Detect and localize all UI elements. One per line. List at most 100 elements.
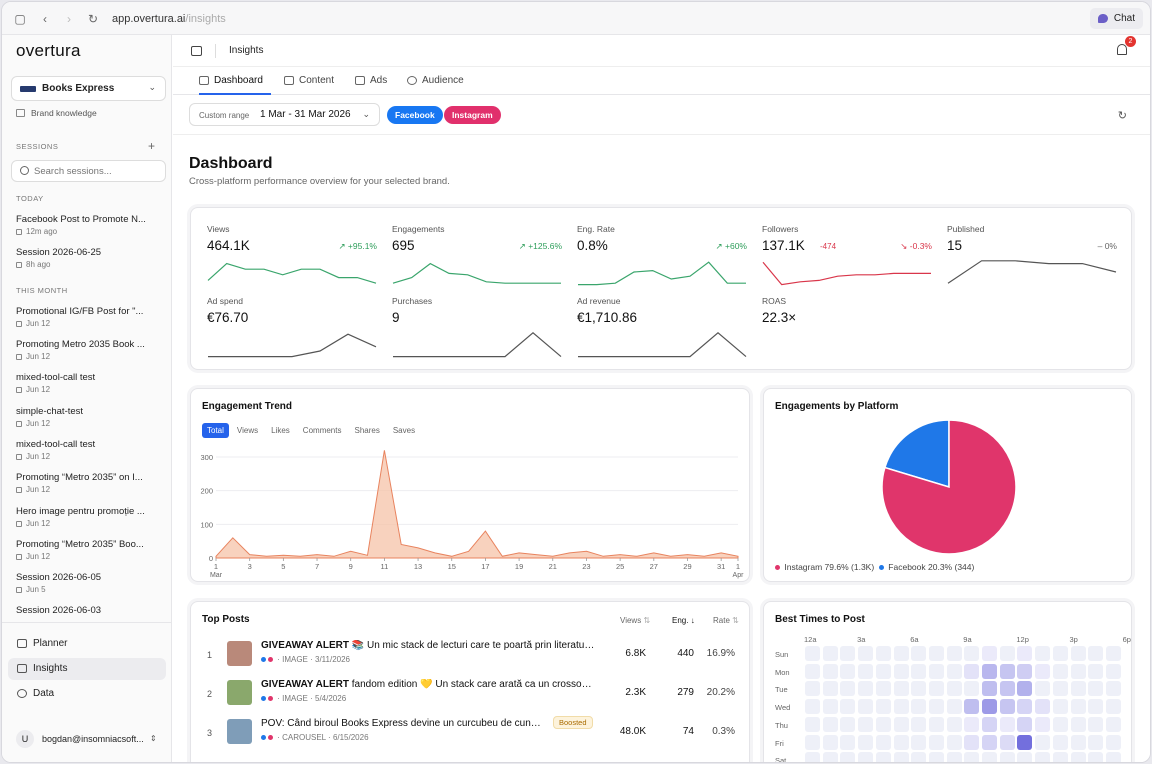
heatmap-cell[interactable] <box>858 699 874 715</box>
heatmap-cell[interactable] <box>840 663 856 679</box>
heatmap-cell[interactable] <box>946 716 962 732</box>
address-bar[interactable]: app.overtura.ai/insights <box>112 13 226 25</box>
heatmap-cell[interactable] <box>805 663 820 679</box>
heatmap-cell[interactable] <box>999 681 1015 697</box>
session-item[interactable]: Promoting Metro 2035 Book ... Jun 12 <box>16 339 161 361</box>
heatmap-cell[interactable] <box>875 663 891 679</box>
heatmap-cell[interactable] <box>964 681 980 697</box>
session-item[interactable]: Session 2026-06-05 Jun 5 <box>16 572 161 594</box>
heatmap-cell[interactable] <box>982 734 997 750</box>
heatmap-cell[interactable] <box>964 734 980 750</box>
heatmap-cell[interactable] <box>1105 681 1121 697</box>
back-icon[interactable]: ‹ <box>43 12 47 26</box>
heatmap-cell[interactable] <box>1088 752 1104 762</box>
heatmap-cell[interactable] <box>946 699 962 715</box>
date-range-select[interactable]: Custom range 1 Mar - 31 Mar 2026 ⌄ <box>189 103 380 126</box>
heatmap-cell[interactable] <box>1070 646 1086 661</box>
heatmap-cell[interactable] <box>893 646 909 661</box>
table-row[interactable]: 1 GIVEAWAY ALERT 📚 Un mic stack de lectur… <box>191 638 749 675</box>
heatmap-cell[interactable] <box>1105 716 1121 732</box>
heatmap-cell[interactable] <box>928 663 944 679</box>
subtab-total[interactable]: Total <box>202 423 229 438</box>
heatmap-cell[interactable] <box>1105 752 1121 762</box>
heatmap-cell[interactable] <box>805 699 820 715</box>
heatmap-cell[interactable] <box>893 734 909 750</box>
heatmap-cell[interactable] <box>928 646 944 661</box>
heatmap-cell[interactable] <box>1070 752 1086 762</box>
heatmap-cell[interactable] <box>1088 681 1104 697</box>
heatmap-cell[interactable] <box>999 716 1015 732</box>
heatmap-cell[interactable] <box>1105 699 1121 715</box>
heatmap-cell[interactable] <box>1088 734 1104 750</box>
heatmap-cell[interactable] <box>928 734 944 750</box>
col-rate-header[interactable]: Rate ⇅ <box>713 616 739 625</box>
session-search[interactable] <box>11 160 166 182</box>
heatmap-cell[interactable] <box>1070 716 1086 732</box>
heatmap-cell[interactable] <box>964 663 980 679</box>
col-views-header[interactable]: Views ⇅ <box>620 616 650 625</box>
heatmap-cell[interactable] <box>893 663 909 679</box>
heatmap-cell[interactable] <box>1052 646 1068 661</box>
heatmap-cell[interactable] <box>875 716 891 732</box>
heatmap-cell[interactable] <box>805 681 820 697</box>
col-eng-header[interactable]: Eng. ↓ <box>672 616 695 625</box>
heatmap-cell[interactable] <box>858 646 874 661</box>
heatmap-cell[interactable] <box>1088 699 1104 715</box>
heatmap-cell[interactable] <box>840 752 856 762</box>
heatmap-cell[interactable] <box>1035 699 1051 715</box>
heatmap-cell[interactable] <box>928 716 944 732</box>
brand-selector[interactable]: Books Express ⌄ <box>11 76 166 101</box>
heatmap-cell[interactable] <box>858 681 874 697</box>
heatmap-cell[interactable] <box>1017 663 1033 679</box>
heatmap-cell[interactable] <box>858 716 874 732</box>
session-item[interactable]: Promotional IG/FB Post for "... Jun 12 <box>16 306 161 328</box>
heatmap-cell[interactable] <box>982 681 997 697</box>
heatmap-cell[interactable] <box>1035 663 1051 679</box>
heatmap-cell[interactable] <box>911 699 927 715</box>
pie-slice-facebook[interactable] <box>883 419 950 489</box>
heatmap-cell[interactable] <box>999 646 1015 661</box>
nav-data[interactable]: Data <box>8 683 166 705</box>
heatmap-cell[interactable] <box>911 646 927 661</box>
heatmap-cell[interactable] <box>840 734 856 750</box>
heatmap-cell[interactable] <box>893 716 909 732</box>
heatmap-cell[interactable] <box>946 663 962 679</box>
heatmap-cell[interactable] <box>1070 681 1086 697</box>
heatmap-cell[interactable] <box>1070 699 1086 715</box>
heatmap-cell[interactable] <box>911 734 927 750</box>
session-item[interactable]: Promoting “Metro 2035” Boo... Jun 12 <box>16 539 161 561</box>
heatmap-cell[interactable] <box>805 752 820 762</box>
heatmap-cell[interactable] <box>1088 716 1104 732</box>
heatmap-cell[interactable] <box>805 734 820 750</box>
heatmap-cell[interactable] <box>805 716 820 732</box>
tab-content[interactable]: Content <box>284 67 334 95</box>
heatmap-cell[interactable] <box>875 699 891 715</box>
heatmap-cell[interactable] <box>1088 646 1104 661</box>
heatmap-cell[interactable] <box>1035 681 1051 697</box>
heatmap-cell[interactable] <box>964 699 980 715</box>
heatmap-cell[interactable] <box>822 646 838 661</box>
heatmap-cell[interactable] <box>1052 752 1068 762</box>
heatmap-cell[interactable] <box>840 681 856 697</box>
session-item[interactable]: simple-chat-test Jun 12 <box>16 406 161 428</box>
heatmap-cell[interactable] <box>822 663 838 679</box>
heatmap-cell[interactable] <box>946 734 962 750</box>
heatmap-cell[interactable] <box>911 681 927 697</box>
heatmap-cell[interactable] <box>982 663 997 679</box>
heatmap-cell[interactable] <box>858 734 874 750</box>
subtab-shares[interactable]: Shares <box>354 426 380 435</box>
heatmap-cell[interactable] <box>1017 716 1033 732</box>
panel-toggle-icon[interactable] <box>191 46 202 56</box>
heatmap-cell[interactable] <box>805 646 820 661</box>
heatmap-cell[interactable] <box>928 752 944 762</box>
session-item[interactable]: mixed-tool-call test Jun 12 <box>16 439 161 461</box>
heatmap-cell[interactable] <box>964 752 980 762</box>
heatmap-cell[interactable] <box>893 699 909 715</box>
table-row[interactable]: 2 GIVEAWAY ALERT fandom edition 💛 Un stac… <box>191 677 749 714</box>
heatmap-cell[interactable] <box>946 646 962 661</box>
new-session-button[interactable]: + <box>148 139 156 153</box>
subtab-likes[interactable]: Likes <box>271 426 290 435</box>
heatmap-cell[interactable] <box>840 699 856 715</box>
heatmap-cell[interactable] <box>1052 734 1068 750</box>
heatmap-cell[interactable] <box>822 716 838 732</box>
